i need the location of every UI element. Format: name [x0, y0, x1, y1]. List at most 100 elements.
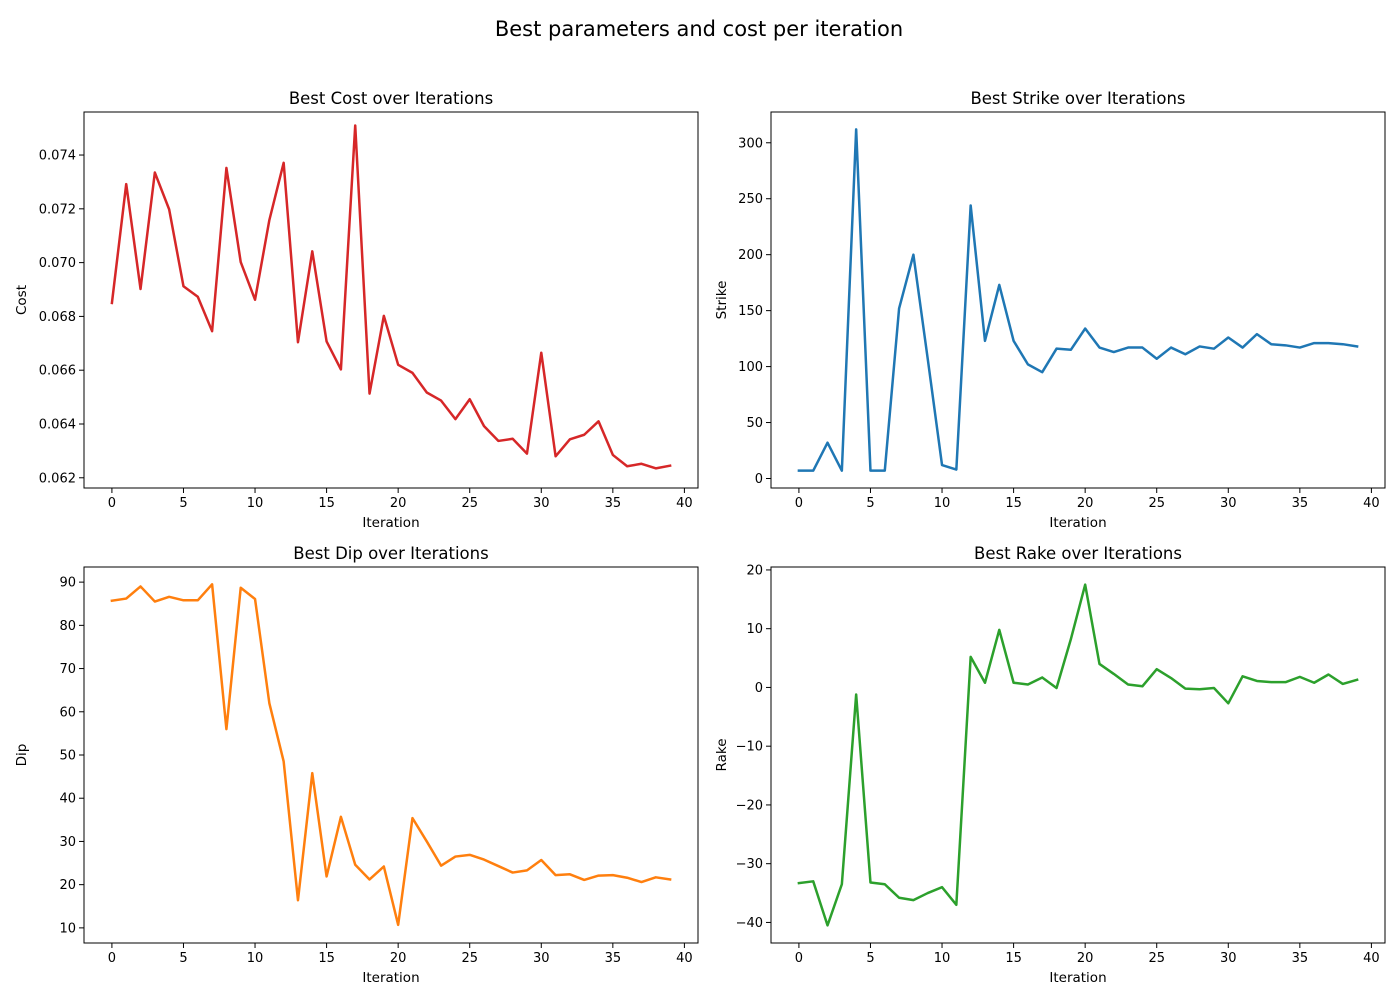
dip-data-point	[583, 879, 585, 881]
y-tick-label: 20	[59, 878, 76, 893]
rake-data-point	[941, 886, 943, 888]
dip-data-point	[240, 587, 242, 589]
strike-data-point	[1184, 353, 1186, 355]
rake-data-point	[912, 899, 914, 901]
y-tick-label: 0.066	[39, 364, 76, 379]
y-tick-label: 10	[746, 622, 763, 637]
rake-data-point	[1170, 677, 1172, 679]
dip-data-point	[612, 874, 614, 876]
strike-series-line	[797, 128, 1359, 472]
strike-data-point	[1327, 342, 1329, 344]
rake-data-point	[1141, 685, 1143, 687]
dip-data-point	[454, 855, 456, 857]
y-axis-label: Strike	[714, 281, 730, 320]
dip-data-point	[626, 877, 628, 879]
x-tick-label: 40	[676, 496, 693, 511]
dip-data-point	[297, 899, 299, 901]
strike-data-point	[1041, 371, 1043, 373]
dip-data-point	[311, 772, 313, 774]
cost-data-point	[325, 340, 327, 342]
y-tick-label: 300	[738, 136, 763, 151]
x-tick-label: 30	[1220, 496, 1237, 511]
rake-data-point	[1127, 683, 1129, 685]
x-tick-label: 20	[390, 951, 407, 966]
y-axis-label: Cost	[14, 285, 30, 315]
dip-data-point	[125, 597, 127, 599]
cost-data-point	[469, 398, 471, 400]
cost-data-point	[511, 438, 513, 440]
dip-data-point	[569, 873, 571, 875]
subplot-strike: Best Strike over Iterations 0 5 10 15 20 25 30 3…	[714, 89, 1386, 531]
rake-data-point	[1012, 682, 1014, 684]
plot-frame	[83, 111, 699, 489]
rake-data-point	[1098, 663, 1100, 665]
cost-data-point	[225, 167, 227, 169]
x-tick-label: 0	[795, 951, 803, 966]
cost-data-point	[483, 425, 485, 427]
dip-data-point	[340, 816, 342, 818]
y-tick-label: 20	[746, 563, 763, 578]
cost-data-point	[411, 372, 413, 374]
strike-data-point	[1198, 345, 1200, 347]
rake-series-line	[797, 583, 1359, 927]
strike-data-point	[941, 464, 943, 466]
y-tick-label: 30	[59, 835, 76, 850]
x-axis-label: Iteration	[362, 970, 419, 986]
rake-data-point	[1313, 682, 1315, 684]
strike-data-point	[1270, 343, 1272, 345]
x-tick-label: 10	[247, 496, 264, 511]
x-axis-label: Iteration	[1049, 970, 1106, 986]
dip-data-point	[282, 760, 284, 762]
y-tick-label: −20	[736, 798, 763, 813]
y-tick-label: 200	[738, 248, 763, 263]
y-tick-label: 90	[59, 576, 76, 591]
subplot-rake: Best Rake over Iterations 0 5 10 15 20 25 30 35 4…	[714, 544, 1386, 986]
dip-data-point	[168, 596, 170, 598]
cost-data-point	[440, 399, 442, 401]
rake-data-point	[1055, 687, 1057, 689]
dip-data-point	[511, 871, 513, 873]
y-tick-label: 250	[738, 192, 763, 207]
x-tick-label: 35	[605, 951, 622, 966]
strike-data-point	[927, 358, 929, 360]
plot-frame	[83, 566, 699, 944]
strike-data-point	[955, 468, 957, 470]
subplot-cost: Best Cost over Iterations 0 5 10 15 20 25 30 35 4…	[14, 89, 699, 531]
rake-data-point	[1084, 583, 1086, 585]
subplot-title: Best Rake over Iterations	[974, 544, 1182, 563]
rake-data-point	[998, 629, 1000, 631]
rake-data-point	[898, 897, 900, 899]
cost-data-point	[197, 296, 199, 298]
cost-data-point	[168, 208, 170, 210]
cost-data-point	[297, 341, 299, 343]
rake-data-point	[1270, 681, 1272, 683]
x-tick-label: 35	[1292, 951, 1309, 966]
cost-data-point	[454, 418, 456, 420]
y-tick-label: 150	[738, 304, 763, 319]
strike-data-point	[1227, 336, 1229, 338]
dip-data-point	[483, 858, 485, 860]
rake-data-point	[798, 882, 800, 884]
y-tick-label: −30	[736, 857, 763, 872]
rake-data-point	[1070, 638, 1072, 640]
cost-data-point	[182, 285, 184, 287]
y-tick-label: 80	[59, 619, 76, 634]
dip-data-point	[469, 854, 471, 856]
x-tick-label: 5	[179, 496, 187, 511]
x-tick-label: 10	[934, 496, 951, 511]
y-tick-label: 70	[59, 662, 76, 677]
x-tick-label: 20	[1077, 951, 1094, 966]
cost-data-point	[612, 454, 614, 456]
rake-data-point	[1041, 676, 1043, 678]
dip-data-point	[440, 864, 442, 866]
y-tick-label: −40	[736, 916, 763, 931]
x-tick-label: 10	[934, 951, 951, 966]
y-tick-label: 100	[738, 360, 763, 375]
strike-data-point	[869, 469, 871, 471]
rake-data-point	[927, 892, 929, 894]
y-tick-label: 0	[755, 681, 763, 696]
rake-data-point	[841, 883, 843, 885]
x-tick-label: 0	[108, 496, 116, 511]
strike-data-point	[998, 284, 1000, 286]
